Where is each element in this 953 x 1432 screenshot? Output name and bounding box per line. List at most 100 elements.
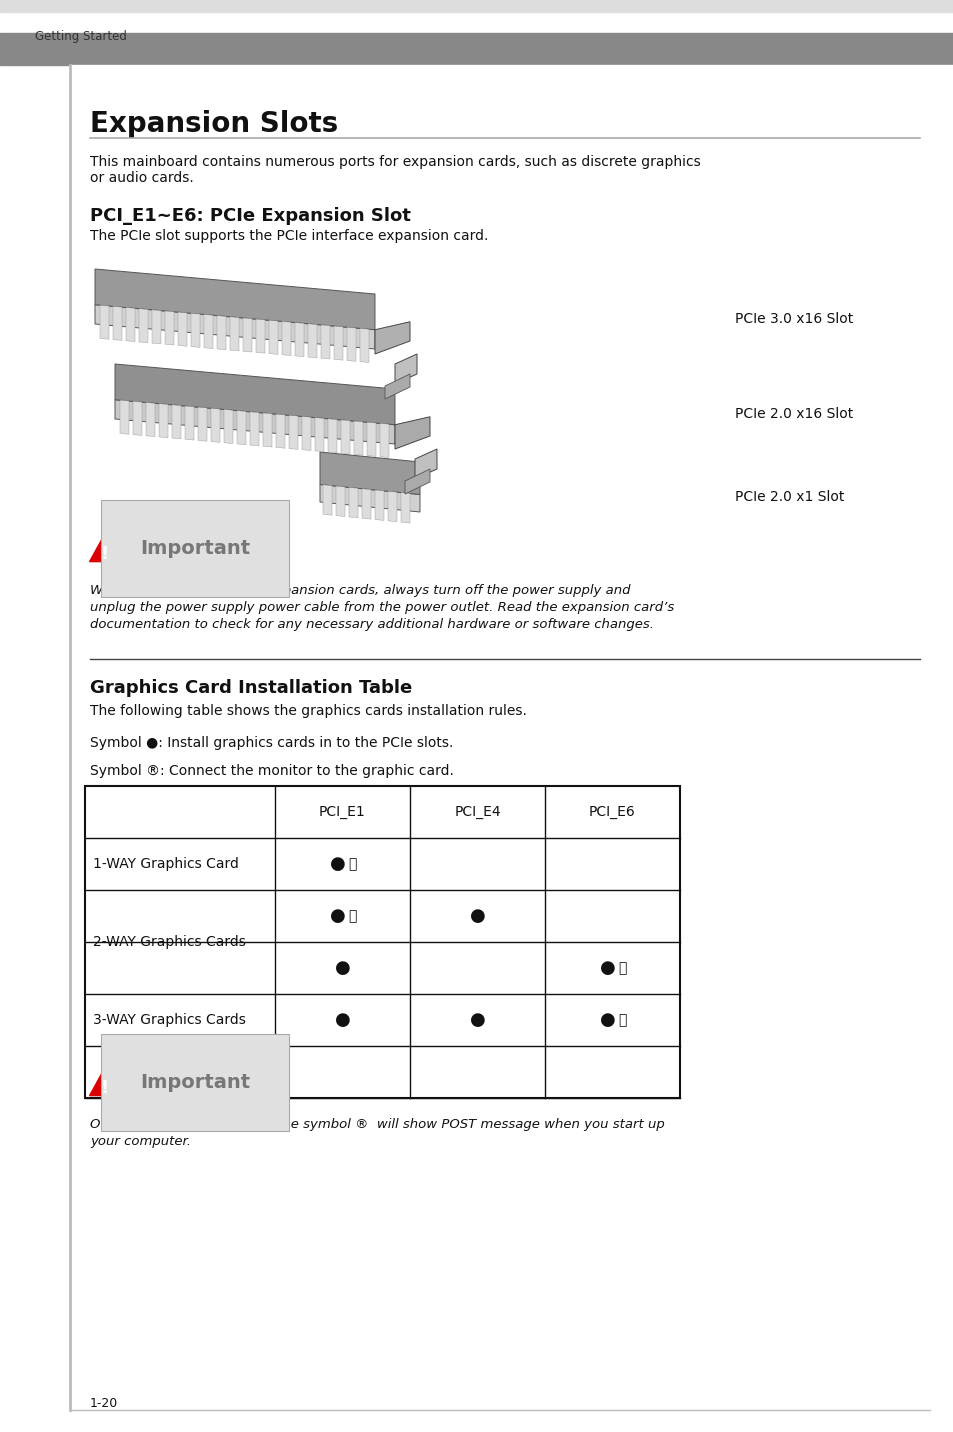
Polygon shape (275, 414, 285, 448)
Text: PCI_E1~E6: PCIe Expansion Slot: PCI_E1~E6: PCIe Expansion Slot (90, 208, 411, 225)
Polygon shape (263, 412, 272, 447)
Text: PCI_E4: PCI_E4 (454, 805, 500, 819)
Polygon shape (375, 322, 410, 354)
Text: ⒪: ⒪ (618, 961, 626, 975)
Polygon shape (328, 418, 336, 453)
Text: 1-20: 1-20 (90, 1398, 118, 1411)
Text: !: ! (101, 546, 109, 563)
Polygon shape (139, 309, 148, 342)
Polygon shape (165, 311, 173, 345)
Polygon shape (90, 534, 120, 561)
Polygon shape (243, 318, 252, 352)
Polygon shape (282, 321, 291, 355)
Polygon shape (289, 415, 297, 450)
Text: your computer.: your computer. (90, 1136, 191, 1148)
Text: 3-WAY Graphics Cards: 3-WAY Graphics Cards (92, 1012, 246, 1027)
Polygon shape (90, 1068, 120, 1095)
Polygon shape (314, 418, 324, 451)
Polygon shape (269, 321, 277, 354)
Polygon shape (354, 421, 363, 455)
Text: The following table shows the graphics cards installation rules.: The following table shows the graphics c… (90, 705, 526, 717)
Polygon shape (120, 400, 129, 434)
Polygon shape (95, 269, 375, 329)
Polygon shape (395, 417, 430, 450)
Text: 2-WAY Graphics Cards: 2-WAY Graphics Cards (92, 935, 246, 949)
Polygon shape (126, 308, 135, 342)
Polygon shape (359, 328, 369, 362)
Polygon shape (112, 306, 122, 341)
Text: or audio cards.: or audio cards. (90, 170, 193, 185)
Polygon shape (211, 408, 220, 442)
Polygon shape (361, 488, 371, 520)
Text: Getting Started: Getting Started (35, 30, 127, 43)
Text: unplug the power supply power cable from the power outlet. Read the expansion ca: unplug the power supply power cable from… (90, 601, 674, 614)
Polygon shape (395, 354, 416, 384)
Text: ⒪: ⒪ (348, 909, 356, 924)
Polygon shape (95, 305, 375, 349)
Polygon shape (159, 404, 168, 438)
Polygon shape (319, 453, 419, 494)
Text: ●: ● (599, 1011, 615, 1030)
Polygon shape (334, 326, 343, 359)
Polygon shape (405, 470, 430, 494)
Polygon shape (294, 322, 304, 357)
Polygon shape (216, 315, 226, 349)
Polygon shape (320, 325, 330, 359)
Polygon shape (347, 328, 355, 361)
Polygon shape (308, 324, 316, 358)
Polygon shape (400, 493, 410, 523)
Polygon shape (198, 407, 207, 441)
Polygon shape (335, 485, 345, 517)
Polygon shape (349, 487, 357, 518)
Text: ⒪: ⒪ (348, 856, 356, 871)
Text: ●: ● (469, 1011, 485, 1030)
Text: This mainboard contains numerous ports for expansion cards, such as discrete gra: This mainboard contains numerous ports f… (90, 155, 700, 169)
Text: Only the graphics card with the symbol ®  will show POST message when you start : Only the graphics card with the symbol ®… (90, 1118, 664, 1131)
Text: PCIe 2.0 x1 Slot: PCIe 2.0 x1 Slot (734, 490, 843, 504)
Text: ⒪: ⒪ (618, 1012, 626, 1027)
Text: Symbol ●: Install graphics cards in to the PCIe slots.: Symbol ●: Install graphics cards in to t… (90, 736, 453, 750)
Polygon shape (115, 364, 395, 425)
Polygon shape (152, 309, 161, 344)
Text: ●: ● (335, 959, 350, 977)
Polygon shape (319, 484, 419, 513)
Polygon shape (375, 490, 384, 520)
Polygon shape (250, 412, 258, 445)
Polygon shape (340, 420, 350, 454)
Polygon shape (323, 485, 332, 516)
Text: Important: Important (140, 538, 250, 558)
Polygon shape (415, 450, 436, 478)
Polygon shape (146, 402, 154, 437)
Text: PCI_E1: PCI_E1 (319, 805, 366, 819)
Polygon shape (132, 401, 142, 435)
Bar (0, 33, 953, 64)
Polygon shape (178, 312, 187, 347)
Bar (0, 0, 953, 11)
Polygon shape (385, 374, 410, 400)
Text: 1-WAY Graphics Card: 1-WAY Graphics Card (92, 856, 238, 871)
Text: The PCIe slot supports the PCIe interface expansion card.: The PCIe slot supports the PCIe interfac… (90, 229, 488, 243)
Text: When adding or removing expansion cards, always turn off the power supply and: When adding or removing expansion cards,… (90, 584, 630, 597)
Text: PCI_E6: PCI_E6 (589, 805, 636, 819)
Text: ●: ● (330, 855, 345, 874)
Text: Graphics Card Installation Table: Graphics Card Installation Table (90, 679, 412, 697)
Polygon shape (255, 319, 265, 354)
Polygon shape (115, 400, 395, 444)
Text: ●: ● (330, 906, 345, 925)
Polygon shape (191, 314, 200, 348)
Text: documentation to check for any necessary additional hardware or software changes: documentation to check for any necessary… (90, 619, 654, 632)
Text: ●: ● (599, 959, 615, 977)
Bar (85, 786, 679, 1098)
Text: ●: ● (335, 1011, 350, 1030)
Text: ●: ● (469, 906, 485, 925)
Polygon shape (388, 491, 396, 521)
Polygon shape (224, 410, 233, 444)
Polygon shape (204, 315, 213, 348)
Text: Expansion Slots: Expansion Slots (90, 110, 338, 137)
Text: Symbol ®: Connect the monitor to the graphic card.: Symbol ®: Connect the monitor to the gra… (90, 765, 454, 778)
Polygon shape (379, 424, 389, 457)
Polygon shape (236, 411, 246, 445)
Text: !: ! (101, 1078, 109, 1097)
Polygon shape (302, 417, 311, 451)
Polygon shape (100, 305, 109, 339)
